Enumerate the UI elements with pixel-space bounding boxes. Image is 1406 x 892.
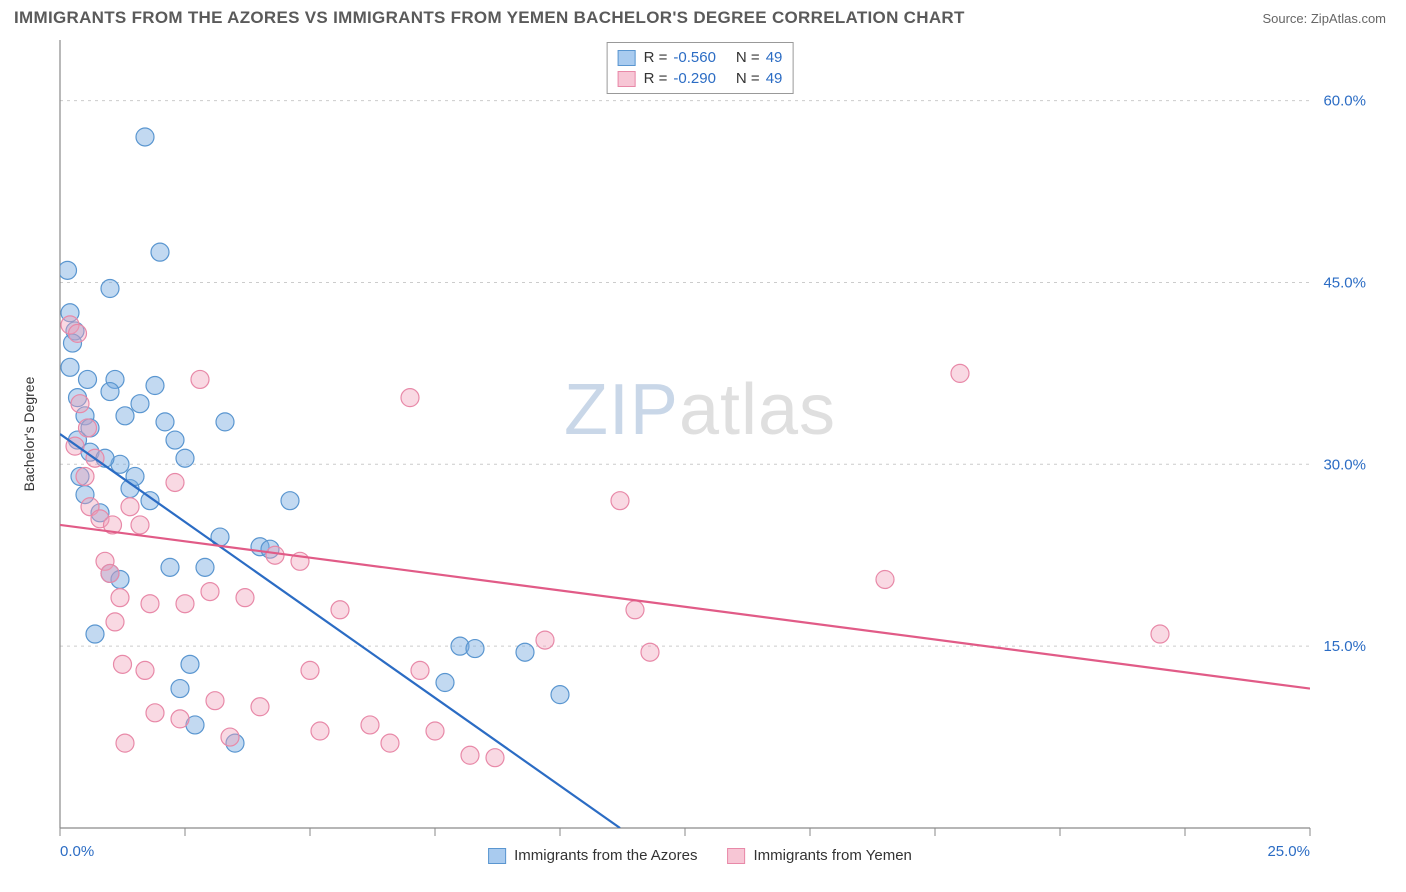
series-legend-item: Immigrants from Yemen bbox=[728, 847, 912, 864]
correlation-legend-row: R =-0.560 N = 49 bbox=[618, 47, 783, 68]
svg-text:45.0%: 45.0% bbox=[1323, 274, 1366, 291]
correlation-legend: R =-0.560 N = 49 R =-0.290 N = 49 bbox=[607, 42, 794, 94]
chart-header: IMMIGRANTS FROM THE AZORES VS IMMIGRANTS… bbox=[0, 0, 1406, 32]
correlation-legend-row: R =-0.290 N = 49 bbox=[618, 68, 783, 89]
legend-r-value: -0.560 bbox=[673, 47, 716, 68]
chart-title: IMMIGRANTS FROM THE AZORES VS IMMIGRANTS… bbox=[14, 8, 965, 28]
svg-text:Bachelor's Degree: Bachelor's Degree bbox=[21, 376, 37, 491]
svg-text:30.0%: 30.0% bbox=[1323, 456, 1366, 473]
series-legend-label: Immigrants from Yemen bbox=[754, 847, 912, 864]
svg-text:0.0%: 0.0% bbox=[60, 843, 94, 860]
legend-n-label: N = bbox=[736, 68, 760, 89]
legend-swatch bbox=[728, 848, 746, 864]
legend-n-value: 49 bbox=[766, 47, 783, 68]
svg-text:25.0%: 25.0% bbox=[1267, 843, 1310, 860]
legend-r-label: R = bbox=[644, 68, 668, 89]
series-legend-label: Immigrants from the Azores bbox=[514, 847, 697, 864]
legend-r-value: -0.290 bbox=[673, 68, 716, 89]
chart-container: 0.0% 25.0% 15.0% 30.0% 45.0% 60.0% Bachelor's … bbox=[14, 36, 1386, 866]
svg-text:15.0%: 15.0% bbox=[1323, 638, 1366, 655]
svg-text:60.0%: 60.0% bbox=[1323, 93, 1366, 110]
legend-swatch bbox=[488, 848, 506, 864]
chart-source: Source: ZipAtlas.com bbox=[1262, 11, 1386, 26]
legend-swatch bbox=[618, 71, 636, 87]
legend-r-label: R = bbox=[644, 47, 668, 68]
series-legend: Immigrants from the Azores Immigrants fro… bbox=[488, 847, 912, 864]
series-legend-item: Immigrants from the Azores bbox=[488, 847, 697, 864]
legend-swatch bbox=[618, 50, 636, 66]
legend-n-label: N = bbox=[736, 47, 760, 68]
scatter-chart: 0.0% 25.0% 15.0% 30.0% 45.0% 60.0% Bachelor's … bbox=[14, 36, 1386, 866]
legend-n-value: 49 bbox=[766, 68, 783, 89]
